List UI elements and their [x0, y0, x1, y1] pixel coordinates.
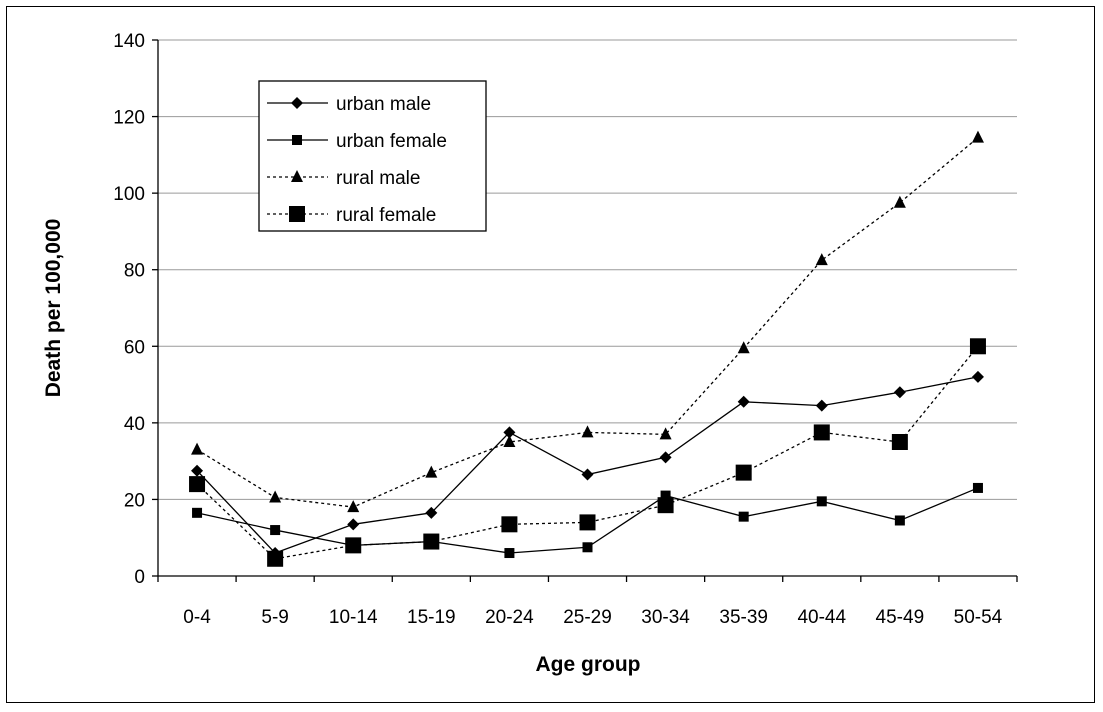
y-tick-label: 80 — [124, 261, 145, 282]
legend-label-urban-female: urban female — [336, 131, 447, 152]
data-point-rural-female — [189, 476, 206, 493]
series-rural-male — [191, 130, 984, 513]
data-point-rural-male — [893, 195, 906, 208]
data-point-urban-male — [971, 370, 984, 383]
chart-frame — [6, 6, 1095, 703]
data-point-urban-male — [737, 395, 750, 408]
x-tick-label: 35-39 — [719, 607, 768, 628]
series-rural-female — [189, 338, 986, 567]
data-point-rural-female — [267, 550, 284, 567]
legend: urban male urban female rural male rural fe… — [258, 80, 487, 232]
y-tick-label: 0 — [134, 567, 145, 588]
data-point-rural-female — [579, 514, 596, 531]
data-point-urban-female — [738, 511, 749, 522]
data-point-urban-female — [972, 482, 983, 493]
data-point-urban-male — [425, 506, 438, 519]
x-tick-label: 20-24 — [485, 607, 534, 628]
data-point-urban-male — [503, 426, 516, 439]
data-point-urban-male — [815, 399, 828, 412]
y-tick-label: 140 — [113, 31, 145, 52]
axes — [157, 40, 1017, 577]
y-axis-title: Death per 100,000 — [42, 219, 65, 398]
x-ticks: 0-4 5-9 10-14 15-19 20-24 25-29 30-34 35-39 40-4… — [157, 576, 1018, 628]
x-tick-label: 15-19 — [407, 607, 456, 628]
data-point-urban-female — [816, 496, 827, 507]
data-point-urban-male — [581, 468, 594, 481]
data-point-rural-female — [345, 537, 362, 554]
data-point-urban-male — [347, 518, 360, 531]
series-line-rural-female — [196, 345, 979, 560]
data-point-rural-male — [425, 465, 438, 478]
y-ticks: 0 20 40 60 80 100 120 140 — [113, 31, 158, 588]
y-tick-label: 120 — [113, 108, 145, 129]
data-point-urban-female — [660, 490, 671, 501]
data-point-rural-female — [969, 338, 986, 355]
x-tick-label: 40-44 — [797, 607, 846, 628]
y-tick-label: 100 — [113, 184, 145, 205]
legend-label-urban-male: urban male — [336, 94, 431, 115]
data-point-rural-female — [813, 424, 830, 441]
data-point-urban-male — [893, 386, 906, 399]
data-point-rural-female — [501, 516, 518, 533]
data-point-urban-male — [191, 464, 204, 477]
data-point-rural-male — [503, 435, 516, 447]
x-tick-label: 30-34 — [641, 607, 690, 628]
legend-label-rural-female: rural female — [336, 205, 436, 226]
data-point-rural-male — [659, 427, 672, 440]
x-tick-label: 5-9 — [261, 607, 288, 628]
data-point-urban-male — [659, 451, 672, 464]
data-point-urban-female — [192, 507, 203, 518]
data-point-urban-female — [504, 548, 515, 559]
data-point-rural-male — [347, 500, 360, 513]
x-tick-label: 10-14 — [329, 607, 378, 628]
y-tick-label: 40 — [124, 414, 145, 435]
legend-marker-rural-male — [291, 170, 303, 182]
data-point-rural-male — [815, 253, 828, 266]
data-point-rural-female — [657, 497, 674, 514]
series-urban-male — [191, 370, 984, 560]
data-point-urban-female — [582, 542, 593, 553]
data-point-rural-female — [735, 464, 752, 481]
x-tick-label: 0-4 — [183, 607, 211, 628]
x-axis-title: Age group — [536, 653, 641, 676]
data-point-rural-male — [737, 341, 750, 354]
x-tick-label: 50-54 — [954, 607, 1003, 628]
series-line-rural-male — [196, 137, 979, 508]
data-point-rural-female — [423, 533, 440, 550]
data-point-rural-male — [269, 490, 282, 503]
data-point-rural-male — [971, 130, 984, 143]
x-tick-label: 25-29 — [563, 607, 612, 628]
data-point-rural-male — [581, 425, 594, 438]
series-layer — [189, 130, 986, 567]
legend-marker-rural-female — [289, 206, 305, 222]
x-tick-label: 45-49 — [876, 607, 925, 628]
y-tick-label: 20 — [124, 490, 145, 511]
data-point-urban-female — [270, 525, 281, 536]
legend-label-rural-male: rural male — [336, 168, 420, 189]
legend-marker-urban-male — [291, 97, 303, 109]
legend-marker-urban-female — [292, 135, 302, 145]
data-point-rural-female — [891, 434, 908, 450]
y-tick-label: 60 — [124, 337, 145, 358]
data-point-rural-male — [191, 442, 204, 455]
data-point-urban-female — [894, 515, 905, 526]
